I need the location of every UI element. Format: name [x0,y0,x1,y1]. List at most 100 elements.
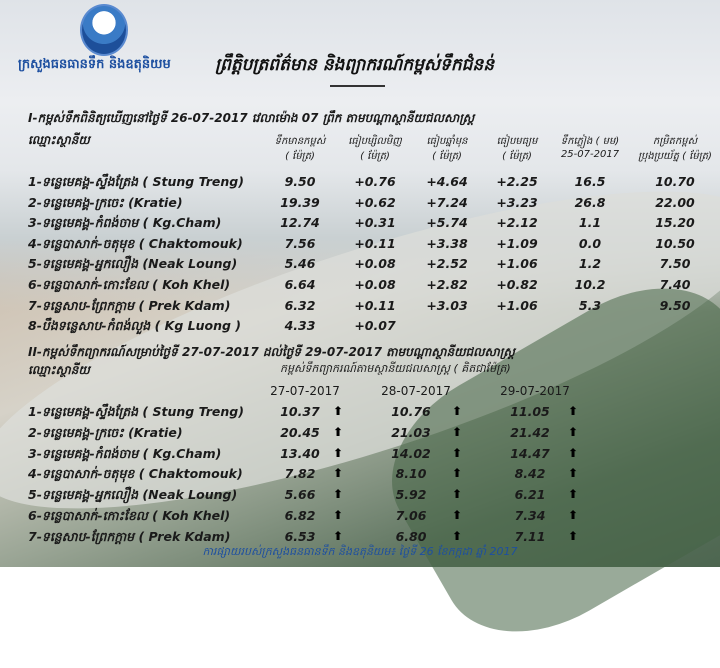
station-name: 1-ទន្លេមេគង្គ-ស្ទឹងត្រែង ( Stung Treng) [28,174,244,189]
arrow-up-icon: ⬆ [568,487,579,502]
forecast-value: 10.76 [391,404,431,419]
arrow-up-icon: ⬆ [452,445,463,460]
column-header: ធៀបឆ្នាំមុន ( ម៉ែត្រ) [397,134,497,164]
cell-vs_yesterday: +0.31 [354,215,396,231]
forecast-value: 7.82 [284,466,316,482]
cell-level: 4.33 [284,318,316,334]
table-row: 7-ទន្លេសាប-ព្រែកក្ដាម ( Prek Kdam) 6.32 +0… [28,298,720,318]
station-name: 4-ទន្លេបាសាក់-ចតុមុខ ( Chaktomouk) [28,466,243,482]
station-name: 5-ទន្លេមេគង្គ-អ្នកលឿង (Neak Loung) [28,487,238,503]
column-label: ធៀបឆ្នាំមុន [426,136,468,147]
table-row: 2-ទន្លេមេគង្គ-ក្រចេះ (Kratie) 19.39 +0.62 +… [28,195,720,215]
cell-alert: 9.50 [659,297,691,313]
cell-vs_yesterday: +0.76 [354,174,396,189]
arrow-up-icon: ⬆ [568,508,579,522]
station-name: 5-ទន្លេមេគង្គ-អ្នកលឿង (Neak Loung) [28,256,238,272]
forecast-value: 11.05 [510,404,550,419]
cell-level: 12.74 [280,215,320,231]
arrow-up-icon: ⬆ [333,424,344,439]
arrow-up-icon: ⬆ [333,466,344,481]
cell-vs_yesterday: +0.62 [354,194,396,210]
station-name: 3-ទន្លេមេគង្គ-កំពង់ចាម ( Kg.Cham) [28,215,222,231]
table-row: 4-ទន្លេបាសាក់-ចតុមុខ ( Chaktomouk) 7.56 +0… [28,236,720,256]
forecast-value: 20.45 [280,424,320,440]
table-row: 5-ទន្លេមេគង្គ-អ្នកលឿង (Neak Loung) 5.46 +0… [28,256,720,276]
cell-level: 6.64 [284,277,316,292]
divider [330,85,385,87]
station-name: 3-ទន្លេមេគង្គ-កំពង់ចាម ( Kg.Cham) [28,445,222,461]
cell-level: 6.32 [284,297,316,313]
arrow-up-icon: ⬆ [452,466,463,481]
forecast-value: 6.82 [284,508,316,523]
cell-vs_average: +1.06 [496,256,538,272]
cell-rain: 16.5 [574,174,606,189]
cell-vs_average: +1.09 [496,235,538,251]
section2-subheader: កម្ពស់ទឹកព្យាករណ៍តាមស្ថានីយជលសាស្ត្រ ( គ… [280,362,511,375]
forecast-value: 13.40 [280,445,320,461]
forecast-value: 7.06 [395,508,427,523]
forecast-value: 14.47 [510,445,550,461]
station-name: 6-ទន្លេបាសាក់-កោះខែល ( Koh Khel) [28,508,231,523]
station-name: 7-ទន្លេសាប-ព្រែកក្ដាម ( Prek Kdam) [28,528,231,544]
station-name: 2-ទន្លេមេគង្គ-ក្រចេះ (Kratie) [28,424,183,440]
cell-alert: 7.50 [659,256,691,272]
column-header: ធៀបម្សិលមិញ ( ម៉ែត្រ) [325,134,425,164]
cell-rain: 10.2 [574,277,606,292]
cell-vs_last_year: +3.03 [426,297,468,313]
column-label: ទឹកមានកម្ពស់ [274,136,326,147]
section1-station-header: ឈ្មោះស្ថានីយ [28,133,90,147]
table-row: 6-ទន្លេបាសាក់-កោះខែល ( Koh Khel) 6.64 +0.0… [28,277,720,297]
cell-vs_last_year: +3.38 [426,235,468,251]
cell-vs_yesterday: +0.11 [354,235,396,251]
cell-vs_last_year: +4.64 [426,174,468,189]
cell-alert: 15.20 [655,215,695,231]
column-unit: ( ម៉ែត្រ) [432,151,462,162]
arrow-up-icon: ⬆ [568,528,579,543]
column-label: ទឹកភ្លៀង ( មម) [560,136,620,147]
column-label: ធៀបម្សិលមិញ [348,136,402,147]
cell-vs_average: +3.23 [496,194,538,210]
table-row: 8-បឹងទន្លេសាប-កំពង់លួង ( Kg Luong ) 4.33 +… [28,318,720,338]
table-row: 3-ទន្លេមេគង្គ-កំពង់ចាម ( Kg.Cham) 13.40 ⬆ 1… [28,446,720,466]
forecast-date-header: 28-07-2017 [381,384,451,398]
cell-vs_average: +2.25 [496,174,538,189]
column-header: ទឹកមានកម្ពស់ ( ម៉ែត្រ) [250,134,350,164]
section2-title: II-កម្ពស់ទឹកព្យាករណ៍សម្រាប់ថ្ងៃទី 27-07-… [28,345,515,359]
arrow-up-icon: ⬆ [452,424,463,439]
bulletin-title: ព្រឹត្តិបត្រព័ត៌មាន និងព្យាករណ៍កម្ពស់ទឹក… [215,55,495,75]
cell-vs_last_year: +5.74 [426,215,468,231]
column-unit: ( ម៉ែត្រ) [285,151,315,162]
column-unit: ( ម៉ែត្រ) [360,151,390,162]
arrow-up-icon: ⬆ [568,466,579,481]
arrow-up-icon: ⬆ [452,528,463,543]
table-row: 2-ទន្លេមេគង្គ-ក្រចេះ (Kratie) 20.45 ⬆ 21.03… [28,425,720,445]
cell-vs_yesterday: +0.11 [354,297,396,313]
forecast-value: 5.66 [284,487,316,503]
table-row: 4-ទន្លេបាសាក់-ចតុមុខ ( Chaktomouk) 7.82 ⬆ 8… [28,466,720,486]
cell-vs_average: +1.06 [496,297,538,313]
cell-vs_yesterday: +0.08 [354,256,396,272]
forecast-value: 6.21 [514,487,546,503]
cell-vs_last_year: +7.24 [426,194,468,210]
arrow-up-icon: ⬆ [452,508,463,522]
forecast-value: 7.34 [514,508,546,523]
section1-title: I-កម្ពស់ទឹកពិនិត្យឃើញនៅថ្ងៃទី 26-07-2017… [28,111,475,125]
table-row: 3-ទន្លេមេគង្គ-កំពង់ចាម ( Kg.Cham) 12.74 +0… [28,215,720,235]
station-name: 2-ទន្លេមេគង្គ-ក្រចេះ (Kratie) [28,194,183,210]
cell-rain: 1.2 [578,256,602,272]
arrow-up-icon: ⬆ [333,508,344,522]
cell-vs_yesterday: +0.08 [354,277,396,292]
column-label: ធៀបមធ្យម [496,136,538,147]
arrow-up-icon: ⬆ [333,487,344,502]
cell-vs_last_year: +2.52 [426,256,468,272]
section2-station-header: ឈ្មោះស្ថានីយ [28,363,90,377]
cell-level: 5.46 [284,256,316,272]
forecast-value: 21.42 [510,424,550,440]
cell-vs_yesterday: +0.07 [354,318,396,334]
cell-alert: 7.40 [659,277,691,292]
forecast-value: 5.92 [395,487,427,503]
ministry-logo [80,4,128,56]
cell-alert: 10.50 [655,235,695,251]
cell-level: 19.39 [280,194,320,210]
table-row: 1-ទន្លេមេគង្គ-ស្ទឹងត្រែង ( Stung Treng) 9… [28,174,720,194]
